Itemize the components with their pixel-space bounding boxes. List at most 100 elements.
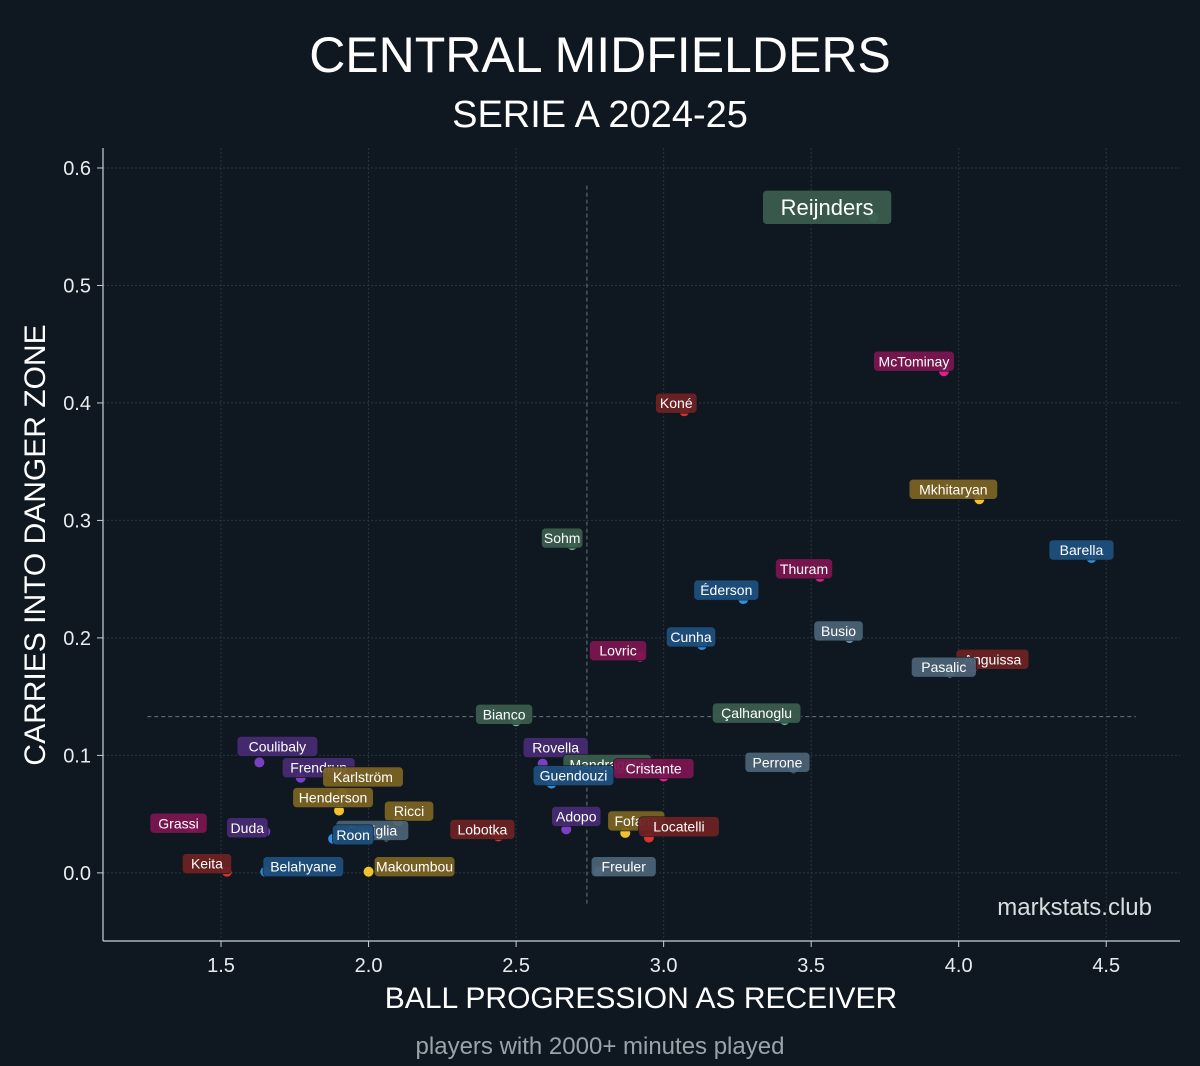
label-box — [590, 856, 657, 877]
label-box — [373, 856, 456, 877]
point-label: Cunha — [666, 626, 716, 648]
point-label: Reijnders — [762, 190, 892, 225]
label-box — [449, 819, 516, 840]
point-label: Cristante — [613, 758, 695, 779]
point-label: Grassi — [149, 812, 208, 834]
label-text: Pasalic — [921, 659, 966, 675]
label-text: Keita — [191, 856, 223, 872]
label-text: Grassi — [158, 815, 198, 831]
label-text: Mkhitaryan — [919, 481, 987, 497]
label-box — [908, 478, 998, 500]
label-text: Thuram — [780, 561, 828, 577]
x-tick-label: 2.0 — [355, 955, 383, 977]
tick-labels: 1.5 2.0 2.5 3.0 3.5 4.0 4.5 0.0 0.1 0.2 0.3 0.4 0.5 0… — [63, 158, 1120, 977]
label-text: Lovric — [599, 643, 636, 659]
chart-title: CENTRAL MIDFIELDERS — [309, 27, 891, 83]
label-box — [551, 806, 602, 827]
label-text: Cunha — [670, 629, 711, 645]
label-text: Bianco — [483, 706, 526, 722]
axes — [97, 148, 1180, 947]
point-label: Anguissa — [955, 648, 1030, 670]
label-text: Coulibaly — [249, 738, 307, 754]
label-box — [589, 640, 647, 661]
label-text: Barella — [1060, 542, 1104, 558]
grid — [103, 148, 1180, 941]
data-point — [334, 805, 345, 816]
point-label: Roon — [332, 824, 375, 846]
x-tick-label: 3.5 — [797, 955, 825, 977]
label-box — [744, 752, 811, 773]
label-text: Freuler — [602, 859, 647, 875]
point-label: Locatelli — [638, 816, 720, 837]
point-label: Mkhitaryan — [908, 478, 998, 500]
label-text: Guendouzi — [540, 768, 608, 784]
label-text: Anguissa — [964, 651, 1022, 667]
label-text: Roon — [336, 827, 369, 843]
label-text: Ricci — [394, 803, 424, 819]
label-text: Sohm — [544, 530, 581, 546]
label-box — [182, 853, 232, 874]
point-label: Barella — [1048, 539, 1115, 561]
label-text: Makoumbou — [376, 859, 453, 875]
label-text: Busio — [821, 623, 856, 639]
data-point — [363, 866, 374, 877]
label-box — [666, 626, 716, 648]
point-label: McTominay — [873, 350, 955, 372]
point-labels: Reijnders McTominay Koné Mkhitaryan Barella S… — [149, 190, 1115, 877]
point-label: Lobotka — [449, 819, 516, 840]
label-box — [813, 620, 864, 642]
data-point — [254, 757, 265, 768]
point-label: Karlström — [322, 766, 404, 788]
point-label: Duda — [226, 817, 269, 839]
point-label: Ricci — [384, 800, 434, 822]
label-box — [532, 765, 615, 786]
label-text: Koné — [660, 395, 693, 411]
y-axis-label: CARRIES INTO DANGER ZONE — [19, 324, 52, 765]
y-tick-label: 0.5 — [63, 275, 91, 297]
point-label: Henderson — [292, 787, 374, 808]
point-label: Guendouzi — [532, 765, 615, 786]
label-box — [693, 579, 760, 601]
x-tick-label: 4.5 — [1092, 955, 1120, 977]
y-tick-label: 0.0 — [63, 863, 91, 885]
label-text: Perrone — [753, 754, 803, 770]
point-label: Busio — [813, 620, 864, 642]
label-text: Duda — [231, 820, 265, 836]
point-label: Adopo — [551, 806, 602, 827]
point-label: Freuler — [590, 856, 657, 877]
label-box — [236, 736, 318, 757]
label-box — [541, 527, 584, 549]
label-text: Çalhanoglu — [721, 705, 792, 721]
caption: players with 2000+ minutes played — [416, 1033, 785, 1060]
label-text: Cristante — [626, 761, 682, 777]
point-label: Rovella — [522, 737, 589, 758]
label-box — [775, 558, 833, 580]
point-label: Sohm — [541, 527, 584, 549]
label-box — [475, 704, 533, 725]
label-box — [384, 800, 434, 822]
point-label: Pasalic — [911, 656, 977, 678]
point-label: Çalhanoglu — [712, 702, 802, 724]
label-text: Karlström — [333, 769, 393, 785]
label-text: Reijnders — [781, 195, 874, 220]
y-tick-label: 0.1 — [63, 745, 91, 767]
y-tick-label: 0.3 — [63, 510, 91, 532]
label-text: Adopo — [556, 808, 597, 824]
label-box — [911, 656, 977, 678]
label-text: Rovella — [532, 740, 579, 756]
x-tick-label: 2.5 — [502, 955, 530, 977]
x-tick-label: 3.0 — [650, 955, 678, 977]
point-label: Perrone — [744, 752, 811, 773]
label-text: Henderson — [299, 790, 368, 806]
point-label: Thuram — [775, 558, 833, 580]
chart-subtitle: SERIE A 2024-25 — [452, 94, 748, 136]
label-text: Lobotka — [457, 821, 507, 837]
label-box — [226, 817, 269, 839]
label-box — [262, 856, 344, 877]
label-text: Locatelli — [653, 819, 704, 835]
x-tick-label: 1.5 — [207, 955, 235, 977]
point-label: Makoumbou — [373, 856, 456, 877]
label-box — [522, 737, 589, 758]
